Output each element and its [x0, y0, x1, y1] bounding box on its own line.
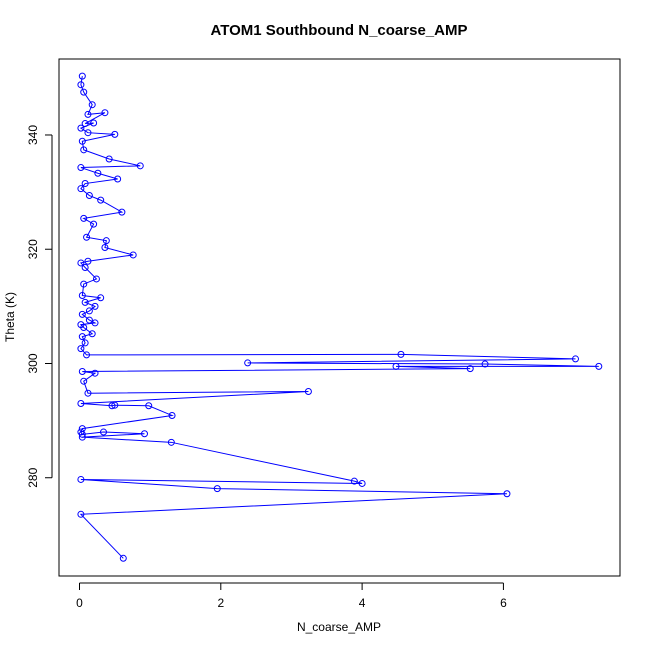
data-point [80, 88, 88, 96]
data-point [350, 477, 358, 485]
data-point [503, 490, 511, 498]
data-point [78, 430, 86, 438]
x-tick-label: 2 [217, 596, 224, 610]
data-point [101, 244, 109, 252]
data-point [101, 109, 109, 117]
y-tick-label: 300 [26, 353, 40, 373]
data-point [78, 333, 86, 341]
data-point [304, 387, 312, 395]
y-tick-label: 340 [26, 125, 40, 145]
data-point [97, 196, 105, 204]
y-axis-label: Theta (K) [3, 292, 17, 342]
data-point [119, 554, 127, 562]
data-point [114, 175, 122, 183]
data-point [78, 292, 86, 300]
data-point [100, 428, 108, 436]
data-point [136, 162, 144, 170]
x-axis-label: N_coarse_AMP [297, 620, 381, 634]
data-point [595, 362, 603, 370]
data-point [466, 365, 474, 373]
x-tick-label: 0 [76, 596, 83, 610]
data-point [84, 110, 92, 118]
data-point [85, 192, 93, 200]
data-point [77, 345, 85, 353]
data-point [167, 438, 175, 446]
data-point [81, 120, 89, 128]
data-point [77, 475, 85, 483]
data-point [358, 479, 366, 487]
data-point [84, 129, 92, 137]
data-point [80, 323, 88, 331]
data-point [108, 402, 116, 410]
data-point [80, 377, 88, 385]
data-point [90, 220, 98, 228]
data-point [83, 233, 91, 241]
data-point [81, 339, 89, 347]
data-point [77, 399, 85, 407]
data-point [78, 310, 86, 318]
data-point [85, 316, 93, 324]
y-tick-label: 320 [26, 239, 40, 259]
data-point [78, 367, 86, 375]
series-line [79, 76, 599, 559]
data-point [81, 180, 89, 188]
data-point [145, 402, 153, 410]
data-point [129, 251, 137, 259]
data-point [77, 259, 85, 267]
data-point [92, 275, 100, 283]
x-tick-label: 4 [359, 596, 366, 610]
data-point [77, 164, 85, 172]
data-point [77, 510, 85, 518]
data-point [397, 350, 405, 358]
data-point [80, 214, 88, 222]
data-point [78, 433, 86, 441]
data-point [97, 294, 105, 302]
y-axis: 280 300 320 340 [26, 125, 53, 488]
data-point [77, 124, 85, 132]
data-point [85, 307, 93, 315]
data-point [84, 389, 92, 397]
data-point [81, 264, 89, 272]
data-point [392, 362, 400, 370]
data-point [78, 137, 86, 145]
data-point [80, 146, 88, 154]
data-point [90, 119, 98, 127]
data-point [94, 169, 102, 177]
data-point [118, 208, 126, 216]
series-layer [77, 72, 603, 562]
data-point [83, 351, 91, 359]
data-point [88, 101, 96, 109]
plot-frame [58, 58, 621, 577]
data-point [77, 81, 85, 89]
data-point [91, 319, 99, 327]
data-point [140, 430, 148, 438]
y-tick-label: 280 [26, 467, 40, 487]
data-point [80, 280, 88, 288]
chart-title: ATOM1 Southbound N_coarse_AMP [211, 22, 468, 39]
data-point [168, 411, 176, 419]
data-point [91, 302, 99, 310]
data-point [244, 359, 252, 367]
data-point [481, 360, 489, 368]
data-point [78, 72, 86, 80]
x-tick-label: 6 [500, 596, 507, 610]
x-axis: 0 2 4 6 [76, 582, 507, 610]
data-point [88, 330, 96, 338]
data-point [91, 369, 99, 377]
data-point [102, 237, 110, 245]
data-point [213, 485, 221, 493]
data-point [105, 155, 113, 163]
data-point [84, 257, 92, 265]
data-point [81, 298, 89, 306]
data-point [571, 355, 579, 363]
data-point [111, 130, 119, 138]
data-point [111, 401, 119, 409]
data-point [77, 185, 85, 193]
